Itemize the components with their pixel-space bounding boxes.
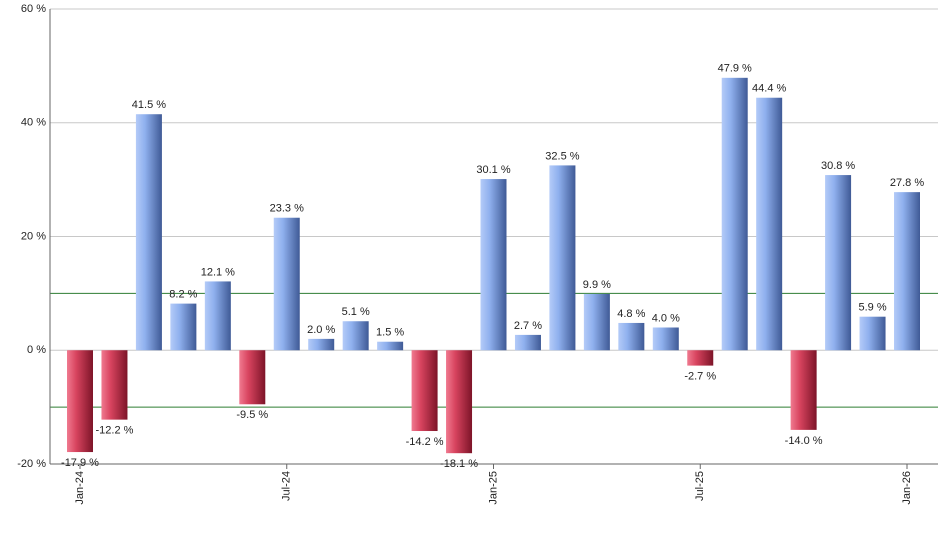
bar xyxy=(101,350,128,420)
bar xyxy=(825,175,852,351)
value-label: 30.1 % xyxy=(476,164,510,176)
bar xyxy=(618,322,645,351)
bar xyxy=(687,350,714,366)
y-tick-label: 60 % xyxy=(21,3,46,15)
bar xyxy=(549,165,576,351)
value-label: 27.8 % xyxy=(890,177,924,189)
value-label: -14.2 % xyxy=(406,436,444,448)
value-label: 47.9 % xyxy=(718,63,752,75)
x-tick-label: Jan-24 xyxy=(74,471,86,505)
bar xyxy=(342,321,369,351)
value-label: 4.0 % xyxy=(652,312,680,324)
value-label: 2.0 % xyxy=(307,324,335,336)
bar xyxy=(446,350,473,454)
bar xyxy=(411,350,438,432)
value-label: -18.1 % xyxy=(440,458,478,470)
bar xyxy=(273,217,300,351)
value-label: -12.2 % xyxy=(95,425,133,437)
x-tick-label: Jan-26 xyxy=(901,471,913,505)
x-tick-label: Jul-25 xyxy=(694,471,706,501)
value-label: 4.8 % xyxy=(617,308,645,320)
y-tick-label: -20 % xyxy=(17,458,46,470)
value-label: 8.2 % xyxy=(169,289,197,301)
bar xyxy=(308,338,335,351)
bar xyxy=(514,334,541,351)
bar xyxy=(790,350,817,430)
value-label: 23.3 % xyxy=(270,203,304,215)
y-tick-label: 0 % xyxy=(27,344,46,356)
bar xyxy=(480,179,507,351)
value-label: 41.5 % xyxy=(132,99,166,111)
value-label: 9.9 % xyxy=(583,279,611,291)
x-tick-label: Jul-24 xyxy=(281,471,293,501)
value-label: 2.7 % xyxy=(514,320,542,332)
value-label: 30.8 % xyxy=(821,160,855,172)
bar xyxy=(894,192,920,351)
bar xyxy=(239,350,266,405)
bar xyxy=(377,341,404,351)
value-label: 5.9 % xyxy=(858,302,886,314)
value-label: -17.9 % xyxy=(61,457,99,469)
value-label: 44.4 % xyxy=(752,83,786,95)
bar xyxy=(652,327,679,351)
bar xyxy=(756,97,783,351)
value-label: -2.7 % xyxy=(684,371,716,383)
value-label: 12.1 % xyxy=(201,266,235,278)
bar xyxy=(135,114,162,351)
value-label: 5.1 % xyxy=(342,306,370,318)
value-label: -14.0 % xyxy=(785,435,823,447)
bar xyxy=(721,77,748,351)
bar xyxy=(583,293,610,351)
value-label: 1.5 % xyxy=(376,327,404,339)
bar xyxy=(67,350,93,453)
value-label: -9.5 % xyxy=(236,409,268,421)
bar xyxy=(170,303,197,351)
bar xyxy=(859,316,886,351)
value-label: 32.5 % xyxy=(545,150,579,162)
x-tick-label: Jan-25 xyxy=(487,471,499,505)
y-tick-label: 20 % xyxy=(21,230,46,242)
y-tick-label: 40 % xyxy=(21,117,46,129)
bar xyxy=(204,281,231,351)
